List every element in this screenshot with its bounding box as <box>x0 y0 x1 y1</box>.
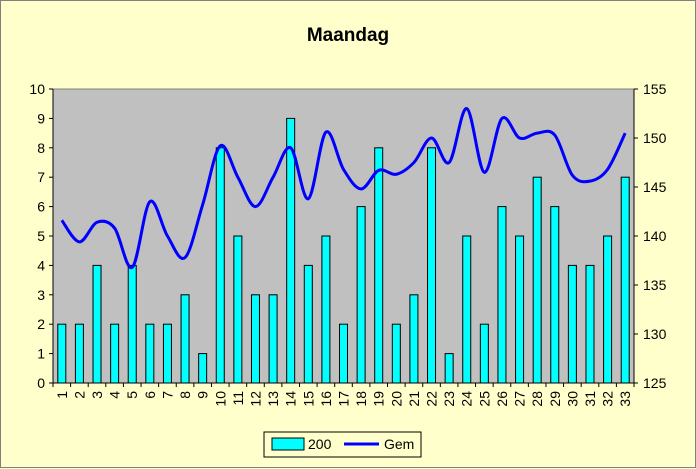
x-tick-label: 22 <box>424 391 440 407</box>
x-tick-label: 17 <box>336 391 352 407</box>
x-tick-label: 26 <box>494 391 510 407</box>
x-tick-label: 4 <box>107 391 123 399</box>
bar-30 <box>568 265 576 383</box>
x-tick-label: 3 <box>89 391 105 399</box>
bar-27 <box>516 236 524 383</box>
bar-28 <box>533 177 541 383</box>
x-tick-label: 28 <box>529 391 545 407</box>
x-tick-label: 7 <box>159 391 175 399</box>
x-tick-label: 9 <box>195 391 211 399</box>
bar-20 <box>392 324 400 383</box>
legend-swatch-200 <box>272 438 304 450</box>
x-tick-label: 25 <box>476 391 492 407</box>
chart-title: Maandag <box>307 25 389 46</box>
x-tick-label: 32 <box>600 391 616 407</box>
x-tick-label: 18 <box>353 391 369 407</box>
bar-19 <box>375 148 383 383</box>
bar-7 <box>163 324 171 383</box>
left-tick-label: 4 <box>37 257 45 273</box>
left-tick-label: 0 <box>37 375 45 391</box>
x-tick-label: 31 <box>582 391 598 407</box>
right-tick-label: 125 <box>643 375 667 391</box>
bar-3 <box>93 265 101 383</box>
bar-13 <box>269 295 277 383</box>
x-tick-label: 16 <box>318 391 334 407</box>
x-tick-label: 10 <box>212 391 228 407</box>
right-tick-label: 150 <box>643 130 667 146</box>
left-tick-label: 8 <box>37 140 45 156</box>
bar-22 <box>428 148 436 383</box>
left-tick-label: 6 <box>37 199 45 215</box>
left-tick-label: 5 <box>37 228 45 244</box>
bar-29 <box>551 207 559 383</box>
bar-21 <box>410 295 418 383</box>
bar-4 <box>111 324 119 383</box>
left-tick-label: 9 <box>37 110 45 126</box>
x-tick-label: 30 <box>564 391 580 407</box>
x-tick-label: 29 <box>547 391 563 407</box>
left-tick-label: 1 <box>37 346 45 362</box>
bar-32 <box>604 236 612 383</box>
bar-26 <box>498 207 506 383</box>
x-tick-label: 27 <box>512 391 528 407</box>
x-tick-label: 21 <box>406 391 422 407</box>
bar-14 <box>287 118 295 383</box>
right-tick-label: 145 <box>643 179 667 195</box>
bar-8 <box>181 295 189 383</box>
left-tick-label: 10 <box>29 81 45 97</box>
bar-6 <box>146 324 154 383</box>
x-tick-label: 20 <box>388 391 404 407</box>
left-tick-label: 7 <box>37 169 45 185</box>
bar-9 <box>199 354 207 383</box>
x-tick-label: 12 <box>247 391 263 407</box>
bar-12 <box>251 295 259 383</box>
bar-33 <box>621 177 629 383</box>
x-tick-label: 11 <box>230 391 246 406</box>
bar-18 <box>357 207 365 383</box>
legend-label-gem: Gem <box>384 436 414 452</box>
x-tick-label: 33 <box>617 391 633 407</box>
x-tick-label: 6 <box>142 391 158 399</box>
x-tick-label: 24 <box>459 391 475 407</box>
bar-24 <box>463 236 471 383</box>
bar-23 <box>445 354 453 383</box>
legend-label-200: 200 <box>308 436 332 452</box>
bar-31 <box>586 265 594 383</box>
x-tick-label: 23 <box>441 391 457 407</box>
x-tick-label: 14 <box>283 391 299 407</box>
bar-16 <box>322 236 330 383</box>
x-tick-label: 19 <box>371 391 387 407</box>
right-tick-label: 135 <box>643 277 667 293</box>
bar-17 <box>340 324 348 383</box>
bar-11 <box>234 236 242 383</box>
right-tick-label: 155 <box>643 81 667 97</box>
x-tick-label: 8 <box>177 391 193 399</box>
x-tick-label: 5 <box>124 391 140 399</box>
bar-15 <box>304 265 312 383</box>
bar-2 <box>75 324 83 383</box>
right-tick-label: 130 <box>643 326 667 342</box>
bar-5 <box>128 265 136 383</box>
bar-1 <box>58 324 66 383</box>
x-tick-label: 15 <box>300 391 316 407</box>
bar-10 <box>216 148 224 383</box>
left-tick-label: 2 <box>37 316 45 332</box>
x-tick-label: 1 <box>54 391 70 399</box>
x-tick-label: 13 <box>265 391 281 407</box>
bar-25 <box>480 324 488 383</box>
right-tick-label: 140 <box>643 228 667 244</box>
x-tick-label: 2 <box>71 391 87 399</box>
left-tick-label: 3 <box>37 287 45 303</box>
legend: 200 Gem <box>264 432 421 457</box>
